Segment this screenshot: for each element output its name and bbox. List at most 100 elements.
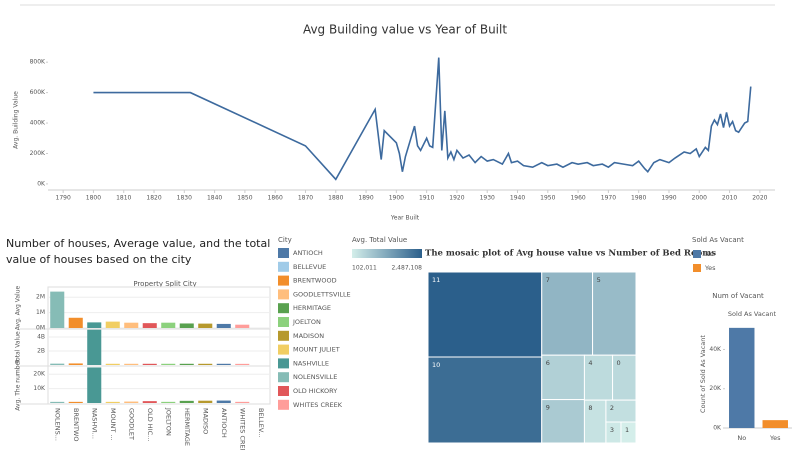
y-tick-label: 4B (37, 334, 45, 341)
bar (161, 322, 176, 328)
row-label: Avg. Avg Value (15, 285, 22, 330)
treemap-cell (427, 271, 543, 358)
bar (179, 323, 194, 328)
bar (179, 400, 194, 403)
bar (68, 401, 83, 403)
legend-swatch (278, 261, 289, 272)
chart-subtitle: Sold As Vacant (728, 310, 777, 318)
x-tick-label: HERMITAGE (183, 408, 191, 446)
x-tick-label: ANTIOCH (220, 408, 228, 438)
x-tick-label: 1840 (207, 195, 222, 202)
treemap-cell (583, 354, 614, 401)
bar (235, 363, 250, 365)
x-tick-label: 1990 (661, 195, 676, 202)
legend-swatch (278, 248, 289, 258)
x-tick-label: JOELTON (164, 407, 172, 436)
legend-swatch (278, 372, 289, 383)
cell-label: 10 (432, 361, 440, 369)
cell-label: 7 (546, 276, 550, 284)
x-tick-label: 2020 (752, 195, 767, 202)
bar (198, 323, 213, 328)
bar (142, 401, 157, 403)
treemap-cell (541, 271, 594, 356)
x-tick-label: 1900 (389, 195, 404, 202)
x-tick-label: NASHVI... (90, 408, 98, 439)
row-label: Avg. The number (15, 359, 22, 411)
x-tick-label: 1920 (449, 195, 464, 202)
cell-label: 0 (617, 359, 621, 367)
cell-label: 4 (588, 359, 592, 367)
x-tick-label: BELLEV... (257, 408, 265, 438)
y-tick-label: 20K (33, 371, 46, 378)
y-tick-label: 0M (36, 325, 45, 332)
bar (198, 363, 213, 365)
bar (105, 321, 120, 328)
legend-label: MOUNT JULIET (293, 346, 340, 354)
legend-title: Sold As Vacant (692, 236, 744, 244)
legend-label: No (705, 250, 714, 258)
y-axis-title: Avg. Building Value (13, 91, 20, 149)
line-series (93, 57, 752, 181)
x-tick-label: 1810 (116, 195, 131, 202)
bar (142, 363, 157, 365)
y-tick-label: 20K (709, 385, 722, 392)
bar (216, 323, 231, 328)
legend-swatch (278, 275, 289, 286)
legend-label: BELLEVUE (293, 263, 326, 271)
x-tick-label: 1940 (510, 195, 525, 202)
x-tick-label: 2010 (722, 195, 737, 202)
legend-swatch (278, 289, 289, 300)
y-tick-label: 40K (709, 346, 722, 353)
bar (161, 363, 176, 365)
legend-label: ANTIOCH (293, 249, 323, 257)
color-ramp (352, 249, 422, 258)
panel-frame (47, 286, 271, 405)
y-tick-label: 2M (36, 294, 45, 301)
x-tick-label: Yes (769, 434, 781, 442)
y-tick-label: 400K (30, 120, 46, 127)
x-tick-label: 1850 (237, 195, 252, 202)
treemap-cell (620, 421, 637, 444)
bar (235, 324, 250, 328)
legend-swatch (278, 317, 289, 327)
bar (161, 401, 176, 403)
x-tick-label: GOODLET (127, 408, 135, 440)
x-tick-label: MOUNT ... (109, 408, 117, 441)
x-axis-title: Year Built (390, 215, 420, 222)
chart-title: Avg Building value vs Year of Built (303, 23, 507, 37)
legend-label: MADISON (293, 332, 324, 340)
bar (105, 401, 120, 403)
color-legend-title: Avg. Total Value (352, 236, 407, 244)
legend-swatch (278, 386, 289, 396)
x-tick-label: NOLENS... (53, 408, 61, 441)
x-tick-label: 1820 (146, 195, 161, 202)
bar (762, 420, 788, 428)
color-min-label: 102,011 (352, 265, 377, 272)
y-tick-label: 200K (30, 150, 46, 157)
y-tick-label: 2B (37, 348, 45, 355)
chart-title: Num of Vacant (712, 292, 764, 300)
x-tick-label: 1930 (480, 195, 495, 202)
legend-swatch (278, 303, 289, 314)
legend-swatch (278, 344, 289, 355)
legend-swatch (278, 358, 289, 369)
x-tick-label: BRENTWO (72, 408, 80, 441)
y-tick-label: 600K (30, 89, 46, 96)
legend-swatch (693, 264, 701, 272)
bar (105, 363, 120, 365)
bar (68, 317, 83, 328)
legend-label: JOELTON (292, 318, 321, 326)
x-tick-label: 1910 (419, 195, 434, 202)
bar (216, 400, 231, 403)
cell-label: 11 (432, 276, 440, 284)
bar (87, 367, 102, 403)
panel-subtitle: Property Split City (133, 280, 196, 288)
legend-label: NOLENSVILLE (293, 373, 337, 381)
x-tick-label: 1790 (56, 195, 71, 202)
bar (124, 401, 139, 403)
x-tick-label: 1800 (86, 195, 101, 202)
y-tick-label: 0K (713, 425, 722, 432)
bar (87, 329, 102, 365)
city-chart-title: Number of houses, Average value, and the… (6, 237, 271, 266)
